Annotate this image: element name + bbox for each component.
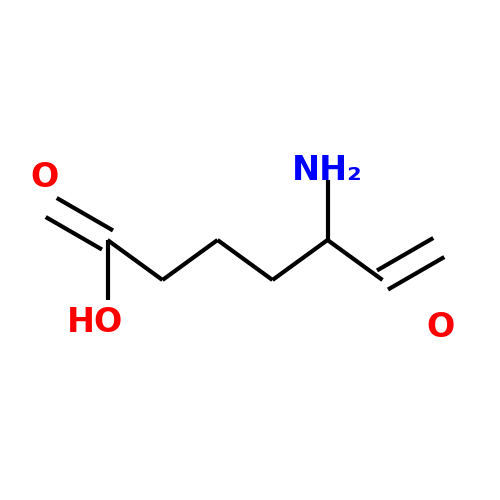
Text: O: O: [30, 161, 58, 194]
Text: HO: HO: [67, 306, 123, 339]
Text: NH₂: NH₂: [292, 154, 363, 186]
Text: O: O: [426, 311, 454, 344]
